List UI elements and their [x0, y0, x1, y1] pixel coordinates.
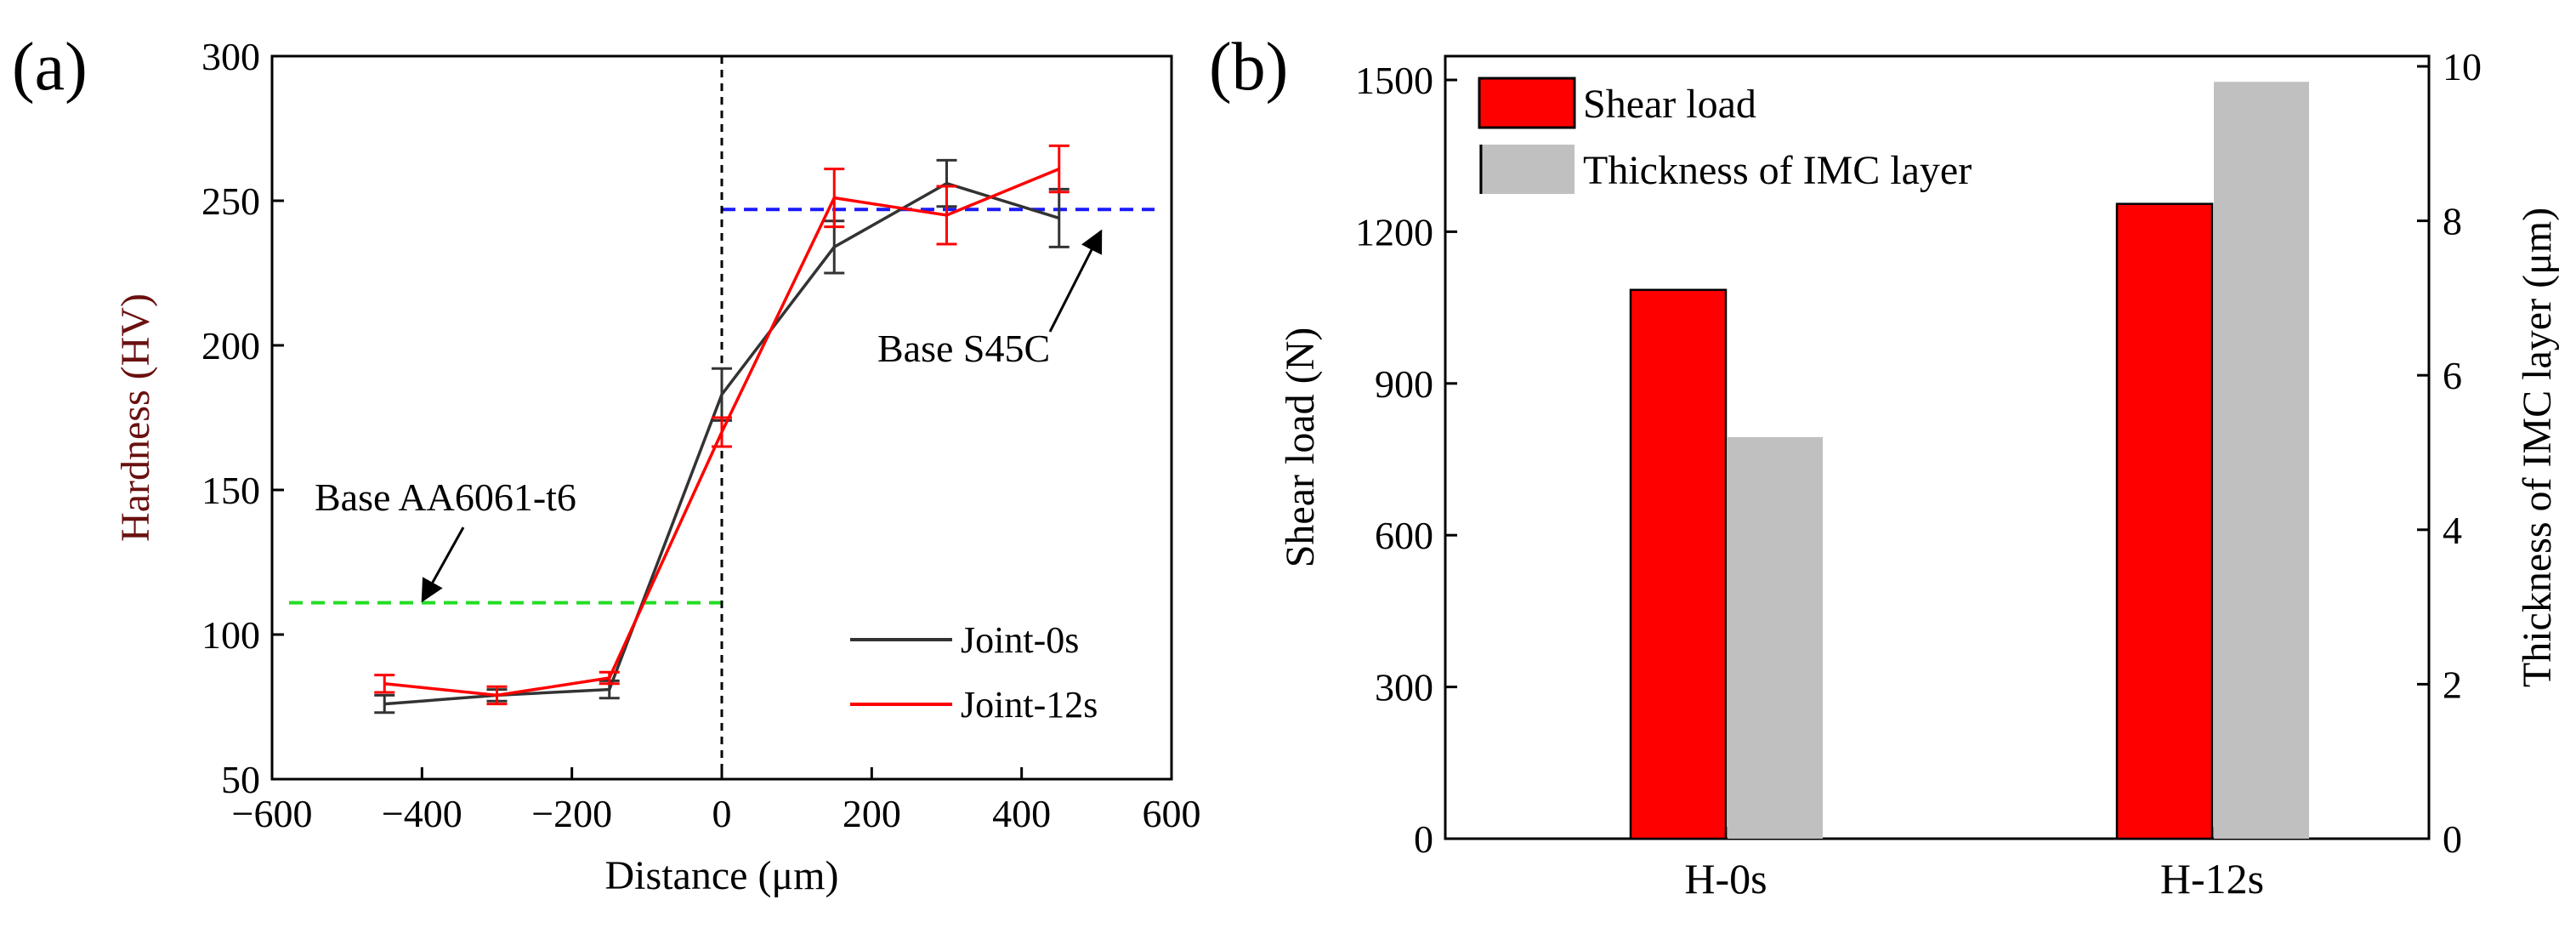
chart-a-ytick-label: 200: [201, 324, 260, 367]
chart-b-y2label: Thickness of IMC layer (μm): [2515, 208, 2560, 687]
chart-b-y2tick-label: 0: [2443, 817, 2462, 861]
error-bar: [374, 693, 395, 715]
chart-a-ylabel: Hardness (HV): [113, 293, 158, 542]
legend-label-joint-12s: Joint-12s: [961, 684, 1098, 726]
chart-b-ytick-label: 1200: [1355, 210, 1433, 253]
legend-label-imc: Thickness of IMC layer: [1583, 148, 1972, 193]
legend-label-joint-0s: Joint-0s: [961, 619, 1079, 661]
legend-swatch-shear-load: [1478, 77, 1576, 129]
chart-a-ytick-label: 100: [201, 613, 260, 657]
error-bar: [486, 685, 508, 706]
chart-b-ylabel: Shear load (N): [1278, 327, 1323, 568]
error-bar: [936, 185, 957, 246]
chart-a-legend: Joint-0s Joint-12s: [850, 619, 1098, 726]
chart-a-xtick-label: 400: [992, 792, 1051, 835]
bar-shear-load: [2115, 202, 2214, 840]
chart-a-ticks: −600 −400 −200 0 200 400 600 50 100 150 200 250 300: [201, 35, 1201, 835]
chart-b-ytick-label: 1500: [1355, 59, 1433, 102]
chart-a-xtick-label: −400: [382, 792, 462, 835]
bar-imc-thickness: [1728, 436, 1823, 839]
error-bar: [824, 168, 845, 229]
chart-b-y2tick-label: 8: [2443, 200, 2462, 243]
chart-b-ytick-label: 900: [1375, 362, 1433, 406]
chart-a-xtick-label: 0: [712, 792, 732, 835]
chart-a-xtick-label: 600: [1143, 792, 1201, 835]
error-bar: [712, 416, 732, 448]
chart-a-xlabel: Distance (μm): [605, 853, 839, 898]
panel-label-b: (b): [1209, 30, 1288, 105]
chart-a-xtick-label: 200: [843, 792, 901, 835]
chart-b-legend: Shear load Thickness of IMC layer: [1478, 77, 1972, 194]
bar-shear-load: [1629, 288, 1728, 840]
chart-b-ytick-label: 300: [1375, 666, 1433, 709]
chart-b-xtick-label: H-12s: [2160, 855, 2264, 902]
error-bar: [374, 674, 395, 694]
chart-b-ticks: 0 300 600 900 1200 1500 0 2 4 6 8 10 H-0s H-12s: [1355, 45, 2482, 902]
error-bar: [599, 670, 620, 686]
chart-b-y2tick-label: 6: [2443, 354, 2462, 397]
bar-imc-thickness: [2214, 82, 2309, 839]
chart-b-bars: [1629, 82, 2309, 840]
legend-label-shear-load: Shear load: [1583, 82, 1756, 127]
error-bar: [1048, 187, 1070, 248]
chart-b-y2tick-label: 2: [2443, 663, 2462, 706]
chart-a-ytick-label: 250: [201, 179, 260, 223]
chart-b-shear: 0 300 600 900 1200 1500 0 2 4 6 8 10 H-0s H-12s Shear…: [1278, 45, 2560, 902]
chart-a-ytick-label: 50: [221, 758, 260, 801]
chart-a-ytick-label: 150: [201, 469, 260, 512]
chart-b-y2tick-label: 4: [2443, 509, 2462, 552]
chart-a-ytick-label: 300: [201, 35, 260, 78]
chart-a-reference-lines: [289, 56, 1155, 779]
legend-swatch-imc: [1479, 145, 1575, 194]
chart-b-ytick-label: 600: [1375, 514, 1433, 557]
error-bar: [824, 219, 845, 275]
chart-b-xtick-label: H-0s: [1684, 855, 1767, 902]
chart-a-xtick-label: −600: [232, 792, 313, 835]
annotation-arrow-aa6061: [421, 527, 465, 603]
annotation-base-s45c: Base S45C: [877, 327, 1050, 370]
chart-b-frame: [1444, 54, 2431, 840]
error-bar: [1048, 144, 1070, 194]
chart-a-xtick-label: −200: [531, 792, 612, 835]
annotation-base-aa6061: Base AA6061-t6: [315, 475, 576, 519]
chart-a-series: [374, 144, 1070, 715]
chart-a-hardness: −600 −400 −200 0 200 400 60050100150200250300 …: [113, 35, 1201, 898]
panel-label-a: (a): [12, 30, 88, 105]
annotation-arrow-s45c: [1048, 229, 1103, 333]
chart-b-y2tick-label: 10: [2443, 45, 2482, 88]
chart-b-ytick-label: 0: [1414, 817, 1433, 861]
